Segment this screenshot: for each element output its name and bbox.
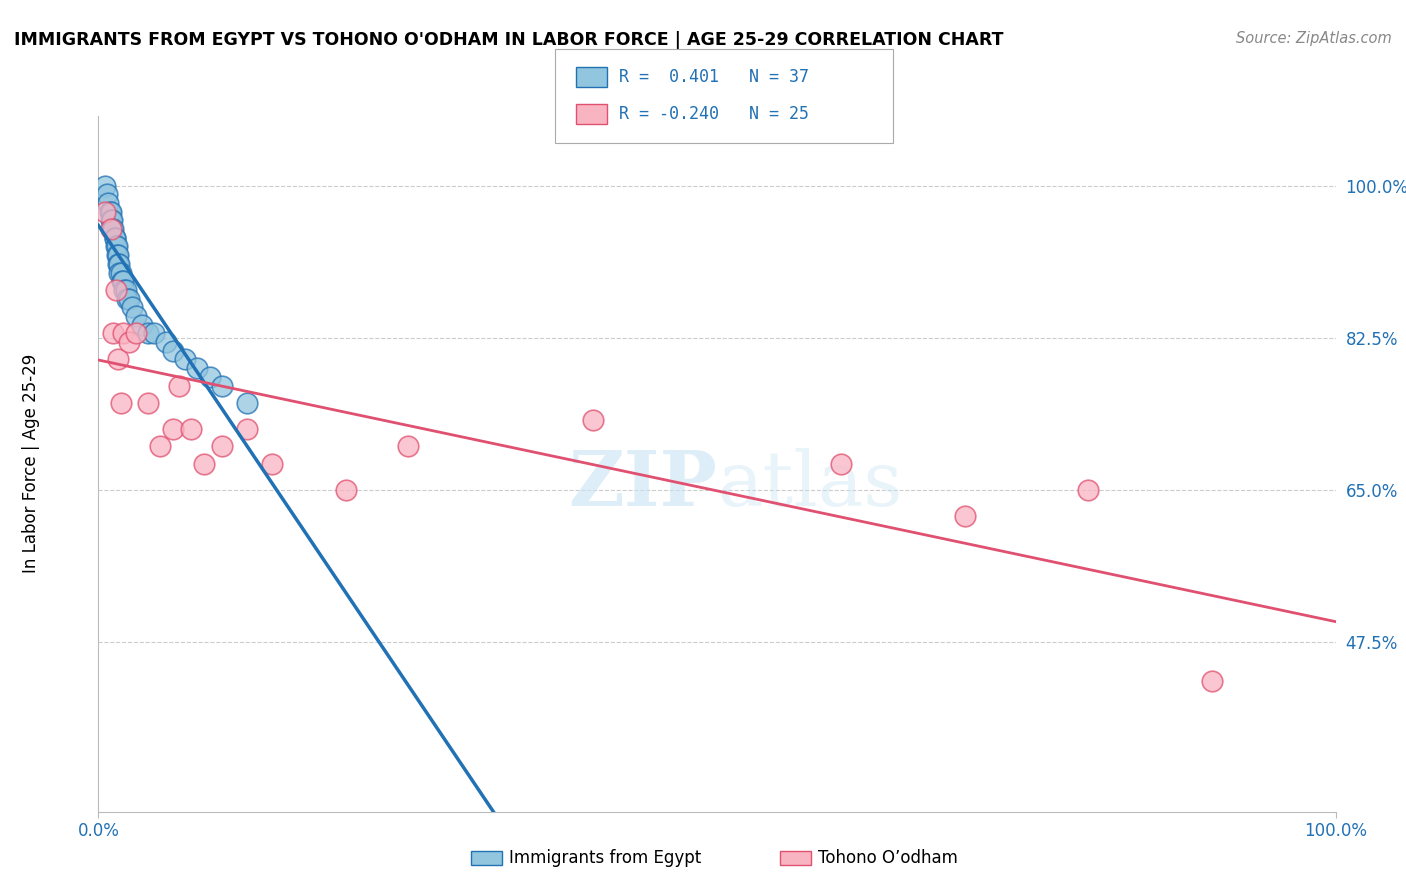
Point [107, 257, 129, 271]
Point [121, 300, 143, 315]
Point [162, 343, 184, 358]
Point [108, 257, 131, 271]
Point [103, 326, 125, 341]
Point [104, 239, 127, 253]
Point [100, 222, 122, 236]
Point [110, 396, 132, 410]
Point [180, 422, 202, 436]
Text: Source: ZipAtlas.com: Source: ZipAtlas.com [1236, 31, 1392, 46]
Point [93, 204, 115, 219]
Text: Tohono O’odham: Tohono O’odham [818, 849, 957, 867]
Point [118, 334, 141, 349]
Point [236, 396, 259, 410]
Point [124, 326, 146, 341]
Point [107, 248, 129, 262]
Point [174, 352, 197, 367]
Point [193, 457, 215, 471]
Point [1201, 674, 1223, 689]
Text: In Labor Force | Age 25-29: In Labor Force | Age 25-29 [22, 354, 39, 574]
Text: R =  0.401   N = 37: R = 0.401 N = 37 [619, 68, 808, 86]
Point [118, 292, 141, 306]
Point [101, 213, 124, 227]
Point [103, 222, 125, 236]
Point [112, 283, 135, 297]
Point [953, 508, 976, 523]
Point [582, 413, 605, 427]
Text: atlas: atlas [717, 448, 903, 522]
Point [131, 318, 153, 332]
Text: ZIP: ZIP [568, 448, 717, 522]
Text: R = -0.240   N = 25: R = -0.240 N = 25 [619, 105, 808, 123]
Point [149, 440, 172, 454]
Point [110, 266, 132, 280]
Point [143, 326, 166, 341]
Point [198, 369, 221, 384]
Point [115, 292, 138, 306]
Point [830, 457, 852, 471]
Point [103, 230, 125, 244]
Point [136, 396, 159, 410]
Point [105, 239, 128, 253]
Point [335, 483, 357, 497]
Point [104, 283, 127, 297]
Point [108, 266, 131, 280]
Point [260, 457, 283, 471]
Point [236, 422, 259, 436]
Point [105, 248, 128, 262]
Point [100, 204, 122, 219]
Point [114, 283, 136, 297]
Point [100, 213, 122, 227]
Point [211, 440, 233, 454]
Point [93, 178, 115, 193]
Point [186, 361, 208, 376]
Point [211, 378, 233, 392]
Point [96, 187, 118, 202]
Point [1077, 483, 1099, 497]
Point [112, 274, 135, 288]
Point [97, 195, 120, 210]
Point [98, 204, 121, 219]
Point [162, 422, 184, 436]
Text: IMMIGRANTS FROM EGYPT VS TOHONO O'ODHAM IN LABOR FORCE | AGE 25-29 CORRELATION C: IMMIGRANTS FROM EGYPT VS TOHONO O'ODHAM … [14, 31, 1004, 49]
Point [167, 378, 190, 392]
Point [101, 222, 124, 236]
Point [107, 352, 129, 367]
Point [111, 274, 134, 288]
Point [112, 326, 135, 341]
Text: Immigrants from Egypt: Immigrants from Egypt [509, 849, 702, 867]
Point [103, 230, 125, 244]
Point [396, 440, 419, 454]
Point [124, 309, 146, 323]
Point [155, 334, 177, 349]
Point [136, 326, 159, 341]
